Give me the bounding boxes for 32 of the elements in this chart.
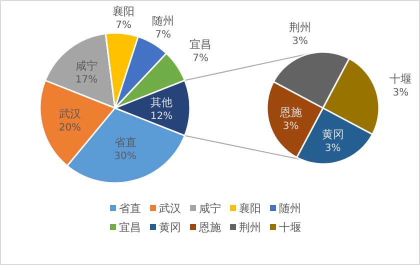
legend-label: 武汉 — [159, 202, 181, 215]
data-label: 7% — [192, 52, 209, 64]
data-label: 12% — [150, 111, 173, 122]
data-label: 3% — [282, 120, 299, 132]
slice-label: 宜昌 — [190, 38, 212, 51]
legend-label: 荆州 — [239, 221, 261, 234]
slice-label: 黄冈 — [322, 128, 344, 142]
legend-label: 黄冈 — [159, 221, 181, 234]
data-label: 17% — [75, 74, 98, 86]
slice-label: 恩施 — [278, 106, 302, 119]
legend-label: 咸宁 — [199, 202, 221, 215]
slice-label: 荆州 — [289, 21, 312, 34]
data-label: 7% — [116, 20, 132, 31]
slice-label: 其他 — [150, 96, 172, 109]
slice-label: 武汉 — [58, 108, 81, 121]
legend-label: 随州 — [279, 202, 301, 215]
slice-label: 随州 — [152, 14, 174, 28]
legend-label: 襄阳 — [239, 202, 261, 215]
legend-label: 恩施 — [198, 221, 221, 234]
data-label: 20% — [58, 122, 82, 134]
legend-label: 十堰 — [279, 221, 301, 234]
data-label: 3% — [292, 36, 308, 48]
slice-label: 省直 — [114, 136, 136, 149]
slice-label: 襄阳 — [112, 4, 135, 18]
data-label: 3% — [392, 87, 409, 98]
data-label: 30% — [114, 150, 136, 162]
legend-label: 省直 — [119, 202, 141, 215]
data-label: 3% — [324, 143, 341, 154]
slice-label: 十堰 — [390, 72, 412, 86]
legend-label: 宜昌 — [119, 221, 141, 234]
slice-label: 咸宁 — [76, 59, 98, 72]
data-label: 7% — [155, 30, 172, 41]
